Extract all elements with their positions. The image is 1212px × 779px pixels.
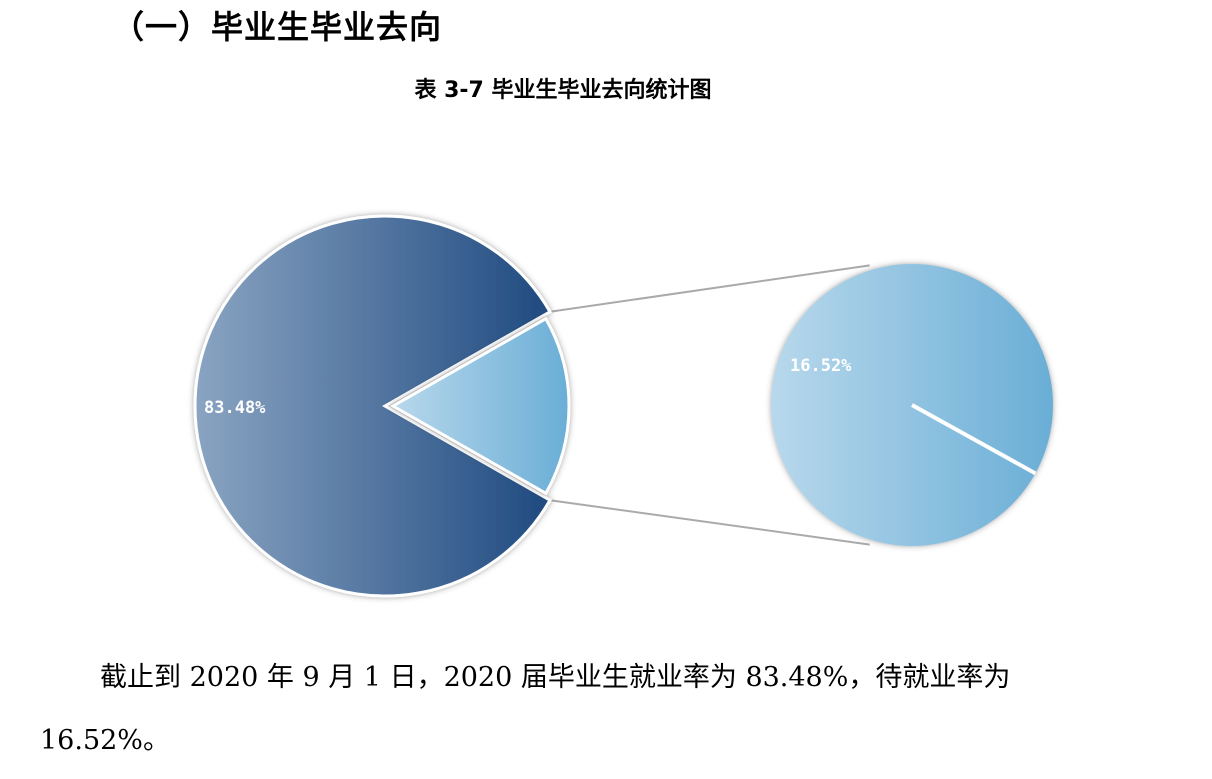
connector-line-bottom	[549, 499, 870, 546]
section-heading: （一）毕业生毕业去向	[112, 8, 443, 46]
data-label-16: 16.52%	[790, 356, 852, 376]
connector-line-top	[549, 264, 870, 313]
pie-slice-employed	[193, 214, 553, 598]
chart-caption: 表 3-7 毕业生毕业去向统计图	[414, 78, 712, 103]
data-label-83: 83.48%	[204, 398, 266, 418]
paragraph-line-1: 截止到 2020 年 9 月 1 日，2020 届毕业生就业率为 83.48%，…	[100, 662, 1011, 693]
secondary-pie-divider	[911, 403, 1037, 476]
paragraph-line-2: 16.52%。	[40, 725, 170, 756]
pie-slice-unemployed	[389, 316, 571, 496]
